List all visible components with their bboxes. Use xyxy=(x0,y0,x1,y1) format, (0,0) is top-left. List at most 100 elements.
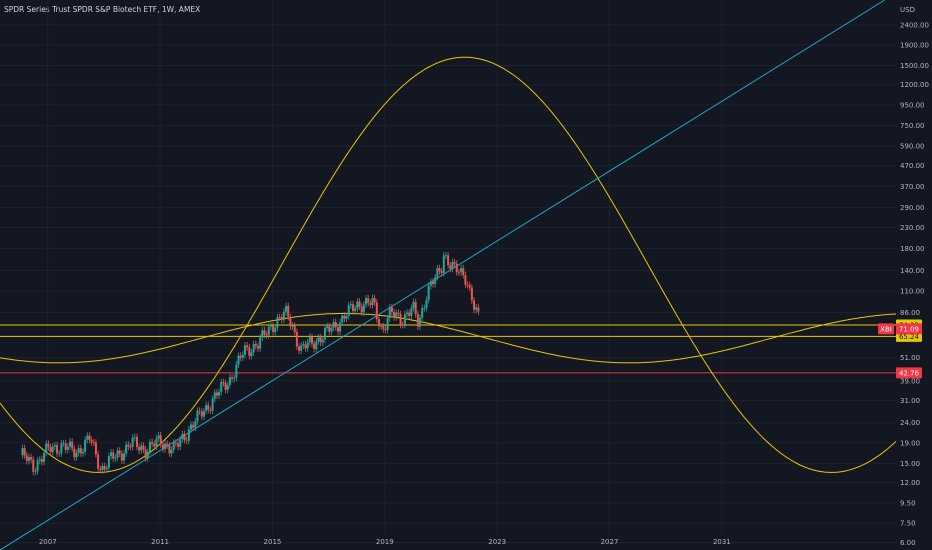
candle-body xyxy=(282,311,285,320)
candle-body xyxy=(414,302,417,315)
candle-body xyxy=(189,424,192,430)
candle-body xyxy=(295,331,298,347)
candle-body xyxy=(287,306,290,317)
candle-body xyxy=(207,405,210,410)
candle-body xyxy=(328,326,331,332)
y-tick-label: 86.00 xyxy=(900,309,920,317)
candle-body xyxy=(49,447,52,453)
candle-body xyxy=(224,383,227,390)
y-tick-label: 1200.00 xyxy=(900,81,929,89)
candle-body xyxy=(434,277,437,285)
candle-body xyxy=(256,346,259,349)
candle-body xyxy=(308,336,311,343)
candle-body xyxy=(62,443,65,445)
candle-body xyxy=(110,452,113,457)
candle-body xyxy=(138,446,141,451)
currency-label: USD xyxy=(900,6,915,14)
candle-body xyxy=(112,452,115,459)
candle-body xyxy=(298,346,301,351)
y-tick-label: 9.50 xyxy=(900,499,916,507)
price-axis[interactable]: USD 2400.00 1900.00 1500.00 1200.00 950.00 75… xyxy=(900,6,929,547)
x-tick-label: 2011 xyxy=(151,538,169,546)
x-tick-label: 2023 xyxy=(488,538,506,546)
candle-body xyxy=(30,457,33,460)
candle-body xyxy=(419,317,422,327)
candle-body xyxy=(466,284,469,286)
candle-body xyxy=(233,377,236,379)
candle-body xyxy=(371,298,374,305)
candle-body xyxy=(310,336,313,344)
sine-curves[interactable] xyxy=(0,56,897,473)
candle-body xyxy=(460,268,463,273)
candle-body xyxy=(107,456,110,468)
sine-curve[interactable] xyxy=(0,56,897,473)
candle-body xyxy=(231,377,234,379)
candle-body xyxy=(365,298,368,305)
candle-body xyxy=(332,321,335,328)
candle-body xyxy=(330,327,333,332)
candle-body xyxy=(261,330,264,338)
candle-body xyxy=(457,272,460,273)
candle-body xyxy=(390,307,393,312)
candle-body xyxy=(349,304,352,306)
candle-body xyxy=(317,337,320,342)
candle-body xyxy=(265,334,268,336)
level-price-label: 65.24 xyxy=(899,333,920,341)
candle-body xyxy=(118,450,121,454)
candle-body xyxy=(397,312,400,315)
candle-body xyxy=(306,342,309,349)
trend-line-group[interactable] xyxy=(0,0,886,550)
candle-body xyxy=(252,344,255,353)
candle-body xyxy=(36,460,39,472)
candle-body xyxy=(151,442,154,444)
candle-body xyxy=(84,439,87,452)
candle-body xyxy=(179,439,182,447)
current-price-label: 71.09 xyxy=(899,325,919,333)
candle-body xyxy=(399,314,402,325)
horizontal-levels[interactable] xyxy=(0,324,896,374)
candle-body xyxy=(92,442,95,444)
candle-body xyxy=(153,443,156,447)
level-price-label: 42.76 xyxy=(899,369,920,377)
candle-body xyxy=(166,443,169,446)
candle-body xyxy=(475,307,478,310)
candle-body xyxy=(440,271,443,274)
trend-line[interactable] xyxy=(0,0,886,550)
candle-body xyxy=(438,268,441,272)
candle-body xyxy=(181,433,184,440)
candle-body xyxy=(187,429,190,441)
candle-body xyxy=(423,307,426,309)
sine-curve[interactable] xyxy=(0,313,897,364)
candle-body xyxy=(373,298,376,303)
candle-body xyxy=(388,307,391,319)
candle-body xyxy=(81,451,84,454)
time-axis[interactable]: 2007 2011 2015 2019 2023 2027 2031 xyxy=(39,538,731,546)
candle-body xyxy=(406,312,409,315)
y-tick-label: 750.00 xyxy=(900,122,925,130)
candle-body xyxy=(146,451,149,459)
candle-body xyxy=(278,317,281,318)
candle-body xyxy=(453,262,456,264)
candle-body xyxy=(250,352,253,356)
candle-body xyxy=(161,444,164,450)
candle-body xyxy=(73,448,76,458)
candle-body xyxy=(447,255,450,266)
candle-body xyxy=(358,301,361,307)
candle-body xyxy=(477,307,480,312)
candle-body xyxy=(293,325,296,332)
candle-body xyxy=(280,317,283,320)
y-tick-label: 1500.00 xyxy=(900,62,929,70)
candle-body xyxy=(69,441,72,447)
candle-body xyxy=(356,301,359,309)
candle-body xyxy=(220,382,223,392)
candle-body xyxy=(401,324,404,326)
candle-body xyxy=(101,466,104,470)
candle-body xyxy=(185,439,188,441)
candle-body xyxy=(40,459,43,462)
candle-body xyxy=(200,411,203,417)
candle-body xyxy=(421,308,424,318)
candle-body xyxy=(408,312,411,316)
candle-body xyxy=(241,354,244,358)
candle-body xyxy=(237,355,240,365)
